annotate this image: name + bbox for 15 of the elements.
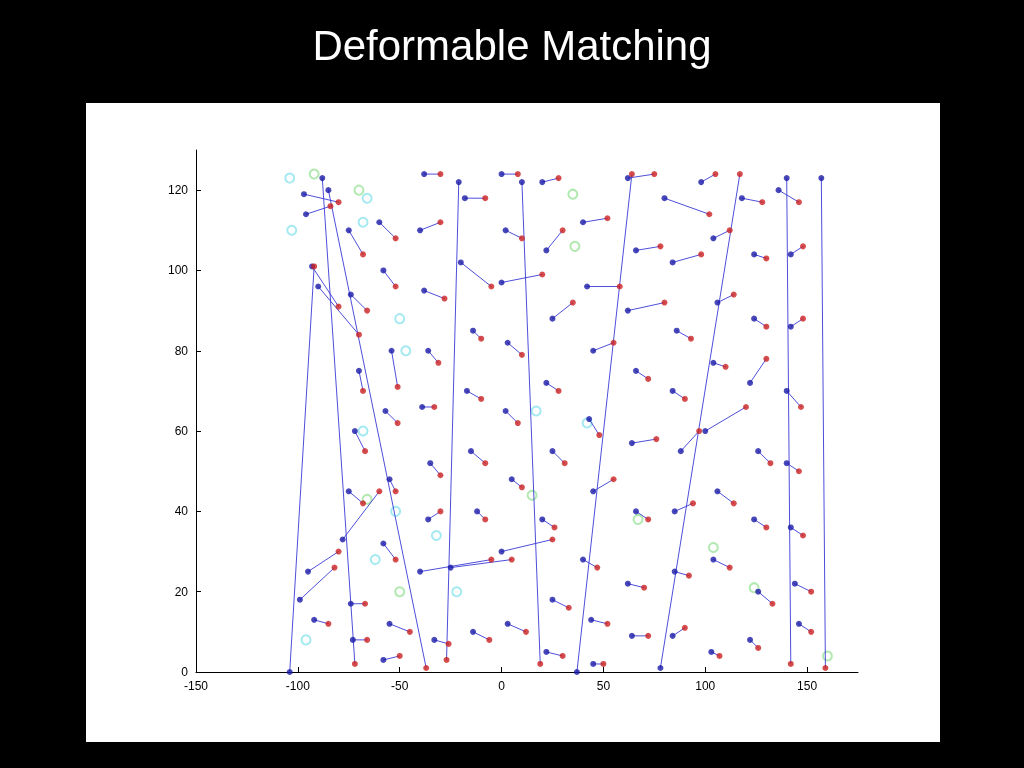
- y-tick-label: 60: [174, 424, 189, 439]
- y-tick-label: 0: [181, 665, 189, 679]
- y-tick-label: 20: [174, 584, 189, 599]
- y-tick-label: 100: [167, 263, 189, 278]
- x-tick-label: 150: [797, 679, 818, 693]
- x-tick-label: 100: [695, 679, 716, 693]
- x-tick-label: -100: [285, 679, 311, 693]
- y-tick-label: 80: [174, 343, 189, 358]
- y-tick-label: 120: [167, 183, 189, 198]
- x-tick-label: 50: [596, 679, 611, 693]
- x-tick-label: -50: [391, 679, 409, 693]
- x-tick-label: -150: [183, 679, 209, 693]
- x-tick-label: 0: [498, 679, 506, 693]
- chart-title: Deformable Matching: [311, 22, 713, 70]
- y-tick-label: 40: [174, 504, 189, 519]
